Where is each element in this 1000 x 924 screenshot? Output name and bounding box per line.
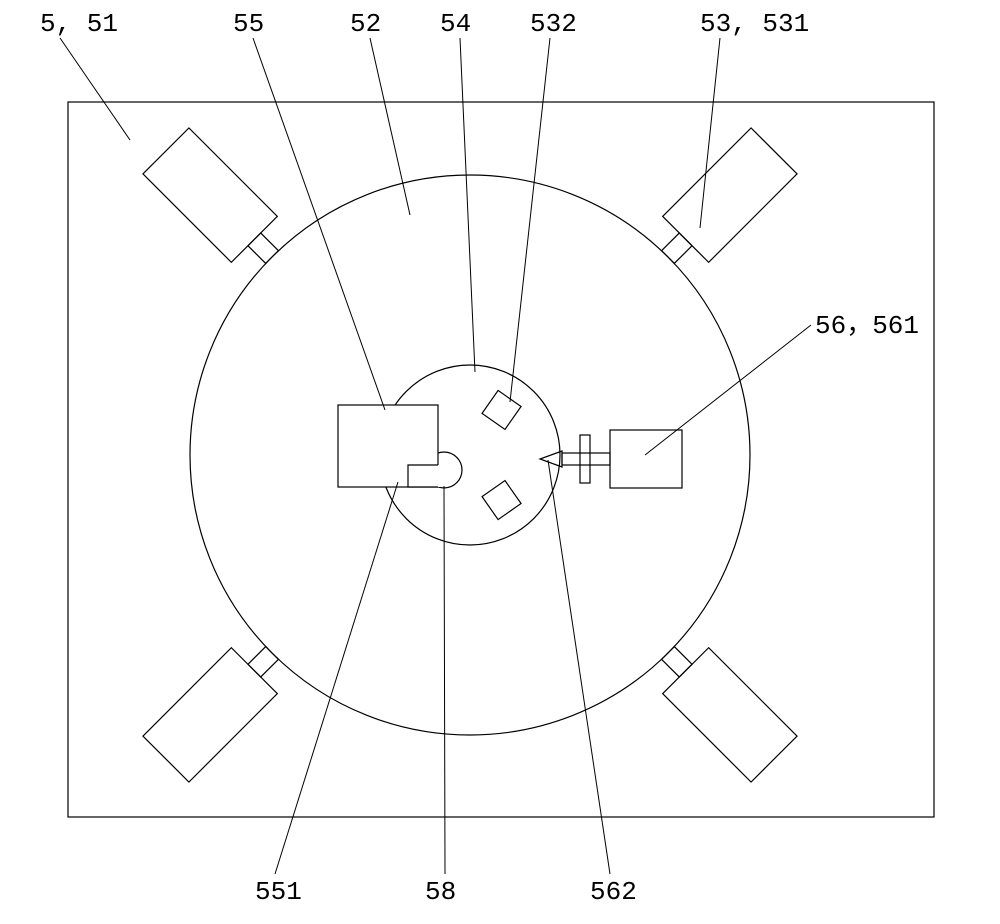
- drill-body: [610, 430, 682, 488]
- leader-4: [510, 38, 550, 402]
- drill-flange: [580, 435, 590, 483]
- cylinder-bl: [143, 630, 295, 782]
- label-5: 53, 531: [700, 9, 809, 39]
- label-7: 551: [255, 877, 302, 907]
- technical-diagram: 5, 51 55 52 54 532 53, 531 56，561 551 58 562: [0, 0, 1000, 924]
- leader-1: [253, 38, 385, 410]
- cylinder-tr: [645, 128, 797, 280]
- leader-8: [444, 486, 445, 874]
- drill-tip: [540, 451, 562, 467]
- leader-6: [645, 325, 811, 455]
- label-3: 54: [440, 9, 471, 39]
- leader-0: [60, 38, 130, 140]
- label-0: 5, 51: [40, 9, 118, 39]
- diagram-svg: 5, 51 55 52 54 532 53, 531 56，561 551 58 562: [0, 0, 1000, 924]
- leader-3: [460, 38, 475, 372]
- bracket-55-notch-mask: [408, 465, 440, 487]
- leader-9: [548, 460, 610, 874]
- leader-2: [370, 38, 410, 215]
- pawl-pbr: [482, 481, 521, 520]
- label-1: 55: [233, 9, 264, 39]
- pawl-ptr: [482, 390, 521, 429]
- leader-5: [700, 38, 720, 228]
- leader-7: [275, 482, 398, 874]
- label-2: 52: [350, 9, 381, 39]
- label-6: 56，561: [815, 311, 919, 341]
- label-4: 532: [530, 9, 577, 39]
- outer-frame: [68, 102, 934, 817]
- cylinder-br: [645, 630, 797, 782]
- label-8: 58: [425, 877, 456, 907]
- label-9: 562: [590, 877, 637, 907]
- cylinder-tl: [143, 128, 295, 280]
- drill-shaft: [562, 453, 610, 465]
